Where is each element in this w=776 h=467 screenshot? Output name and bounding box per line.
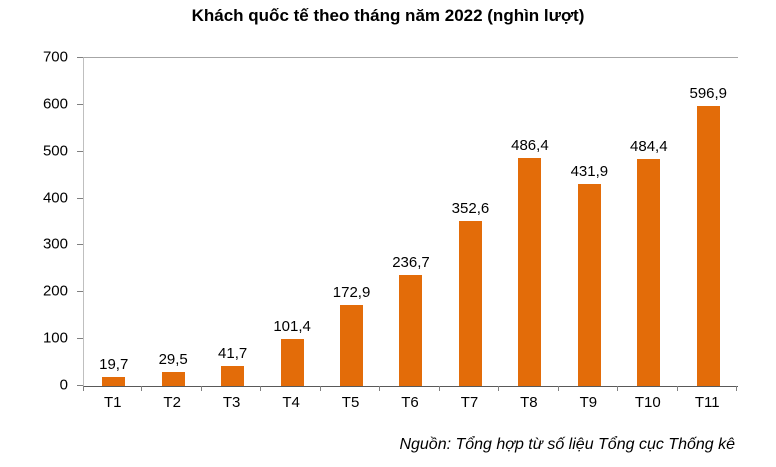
bar-slot: 486,4: [500, 58, 559, 386]
bar: [340, 304, 364, 386]
bar: [696, 106, 720, 386]
y-tick-mark: [77, 338, 83, 340]
bar-slot: 431,9: [560, 58, 619, 386]
bar: [221, 366, 245, 386]
y-tick-mark: [77, 385, 83, 386]
bar-value-label: 484,4: [630, 138, 668, 156]
bar: [518, 158, 542, 386]
y-axis: 0 100 200 300 400 500 600 700: [0, 49, 83, 394]
bar: [280, 338, 304, 386]
bar-value-label: 596,9: [689, 85, 728, 103]
y-tick-label: 100: [42, 329, 68, 347]
bar-value-label: 172,9: [332, 283, 371, 301]
bar-slot: 484,4: [619, 58, 678, 386]
x-tick-label: T11: [678, 386, 738, 411]
bar-slot: 29,5: [143, 58, 202, 386]
x-tick-label: T6: [380, 386, 441, 411]
y-tick-label: 700: [42, 48, 68, 66]
bar-value-label: 431,9: [570, 162, 609, 180]
y-tick-label: 400: [42, 189, 68, 207]
x-tick-label: T1: [83, 386, 143, 411]
bar-value-label: 236,7: [392, 254, 430, 272]
x-tick-label: T10: [618, 386, 678, 411]
y-tick-label: 600: [42, 95, 68, 113]
x-tick-label: T4: [261, 386, 322, 411]
x-tick-label: T3: [202, 386, 262, 411]
x-tick-label: T5: [321, 386, 381, 411]
x-tick-label: T2: [142, 386, 203, 411]
bar: [637, 159, 661, 386]
chart-title: Khách quốc tế theo tháng năm 2022 (nghìn…: [191, 6, 585, 25]
plot-area: 19,7 29,5 41,7 101,4 172,9 236,7 352,6 486,4 431…: [83, 57, 738, 387]
y-tick-label: 0: [59, 376, 68, 394]
bar-value-label: 19,7: [99, 355, 129, 373]
y-tick-mark: [77, 244, 83, 246]
bar: [458, 220, 482, 386]
y-tick-mark: [77, 57, 83, 58]
bar-value-label: 486,4: [511, 137, 549, 155]
y-tick-label: 300: [42, 235, 68, 253]
source-note: Nguồn: Tổng hợp từ số liệu Tổng cục Thốn…: [399, 436, 735, 453]
x-tick-label: T7: [440, 386, 500, 411]
x-tick-label: T8: [499, 386, 560, 411]
bar-slot: 41,7: [203, 58, 262, 386]
bars: 19,7 29,5 41,7 101,4 172,9 236,7 352,6 486,4 431…: [84, 58, 738, 386]
bar-slot: 19,7: [84, 58, 143, 386]
y-tick-mark: [77, 103, 83, 105]
y-tick-mark: [77, 150, 83, 152]
bar-value-label: 101,4: [273, 317, 311, 335]
bar-slot: 596,9: [679, 58, 738, 386]
bar-slot: 172,9: [322, 58, 381, 386]
bar-slot: 101,4: [262, 58, 321, 386]
bar-slot: 236,7: [381, 58, 440, 386]
y-tick-mark: [77, 291, 83, 293]
bar-value-label: 29,5: [158, 351, 188, 369]
bar: [161, 372, 185, 386]
bar-slot: 352,6: [441, 58, 500, 386]
y-tick-label: 500: [42, 142, 68, 160]
x-tick-label: T9: [559, 386, 619, 411]
y-tick-mark: [77, 197, 83, 199]
x-axis-labels: T1 T2 T3 T4 T5 T6 T7 T8 T9 T10 T11: [83, 386, 738, 411]
y-tick-label: 200: [42, 282, 68, 300]
bar: [102, 376, 126, 386]
bar: [577, 183, 601, 386]
bar-value-label: 352,6: [451, 199, 490, 217]
bar-value-label: 41,7: [218, 345, 248, 363]
bar: [399, 275, 423, 386]
